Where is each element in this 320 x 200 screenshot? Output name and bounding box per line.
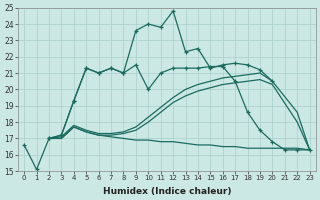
X-axis label: Humidex (Indice chaleur): Humidex (Indice chaleur) [103, 187, 231, 196]
